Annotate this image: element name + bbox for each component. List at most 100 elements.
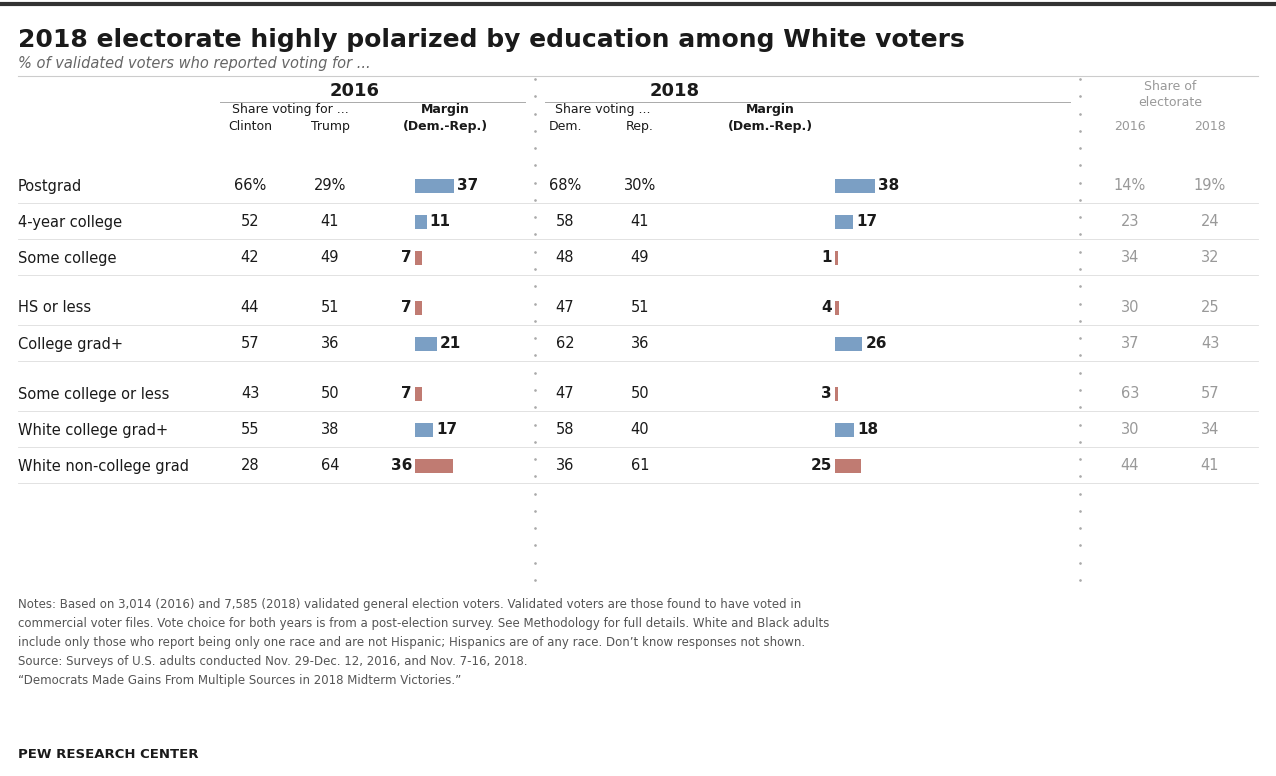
Text: Margin: Margin — [421, 103, 470, 116]
Text: 18: 18 — [857, 422, 878, 438]
Text: 25: 25 — [1201, 300, 1220, 316]
Text: 14%: 14% — [1114, 178, 1146, 193]
Text: 26: 26 — [865, 337, 887, 352]
Text: 23: 23 — [1120, 214, 1139, 230]
Text: 58: 58 — [556, 422, 574, 438]
Text: 38: 38 — [878, 178, 900, 193]
Text: 64: 64 — [320, 459, 339, 473]
Text: 7: 7 — [402, 300, 412, 316]
Text: 63: 63 — [1120, 386, 1139, 401]
Text: 49: 49 — [630, 251, 649, 265]
Bar — [835, 423, 854, 437]
Text: 7: 7 — [402, 386, 412, 401]
Text: 17: 17 — [436, 422, 457, 438]
Text: Some college: Some college — [18, 251, 116, 265]
Text: Clinton: Clinton — [228, 120, 272, 133]
Text: 41: 41 — [320, 214, 339, 230]
Text: 24: 24 — [1201, 214, 1220, 230]
Text: “Democrats Made Gains From Multiple Sources in 2018 Midterm Victories.”: “Democrats Made Gains From Multiple Sour… — [18, 674, 461, 687]
Text: 36: 36 — [390, 459, 412, 473]
Text: 47: 47 — [555, 300, 574, 316]
Text: 32: 32 — [1201, 251, 1220, 265]
Text: HS or less: HS or less — [18, 300, 91, 316]
Bar — [415, 423, 433, 437]
Text: 47: 47 — [555, 386, 574, 401]
Text: Rep.: Rep. — [627, 120, 653, 133]
Text: 41: 41 — [630, 214, 649, 230]
Text: 21: 21 — [440, 337, 462, 352]
Text: 51: 51 — [320, 300, 339, 316]
Text: 62: 62 — [555, 337, 574, 352]
Text: 43: 43 — [1201, 337, 1219, 352]
Text: 2018: 2018 — [1194, 120, 1226, 133]
Text: 44: 44 — [1120, 459, 1139, 473]
Bar — [415, 337, 438, 351]
Text: 3: 3 — [822, 386, 832, 401]
Text: 29%: 29% — [314, 178, 346, 193]
Text: 11: 11 — [430, 214, 450, 230]
Text: 44: 44 — [241, 300, 259, 316]
Bar — [415, 215, 426, 229]
Text: 2016: 2016 — [330, 82, 380, 100]
Text: Share voting for ...: Share voting for ... — [232, 103, 348, 116]
Text: 58: 58 — [556, 214, 574, 230]
Bar — [835, 387, 838, 401]
Bar — [835, 215, 852, 229]
Text: (Dem.-Rep.): (Dem.-Rep.) — [402, 120, 487, 133]
Text: Dem.: Dem. — [549, 120, 582, 133]
Bar — [835, 179, 875, 193]
Text: 30: 30 — [1120, 422, 1139, 438]
Text: 42: 42 — [241, 251, 259, 265]
Text: 38: 38 — [320, 422, 339, 438]
Text: Trump: Trump — [310, 120, 350, 133]
Bar — [415, 251, 422, 265]
Text: 17: 17 — [856, 214, 877, 230]
Bar — [835, 459, 861, 473]
Text: Share of
electorate: Share of electorate — [1138, 80, 1202, 109]
Text: 36: 36 — [320, 337, 339, 352]
Bar — [415, 387, 422, 401]
Bar — [415, 179, 454, 193]
Text: 50: 50 — [320, 386, 339, 401]
Text: % of validated voters who reported voting for ...: % of validated voters who reported votin… — [18, 56, 370, 71]
Bar — [835, 337, 863, 351]
Text: include only those who report being only one race and are not Hispanic; Hispanic: include only those who report being only… — [18, 636, 805, 649]
Text: 41: 41 — [1201, 459, 1220, 473]
Text: 7: 7 — [402, 251, 412, 265]
Text: Some college or less: Some college or less — [18, 386, 170, 401]
Text: 40: 40 — [630, 422, 649, 438]
Text: 2016: 2016 — [1114, 120, 1146, 133]
Text: 48: 48 — [556, 251, 574, 265]
Text: White non-college grad: White non-college grad — [18, 459, 189, 473]
Text: 25: 25 — [810, 459, 832, 473]
Text: 2018: 2018 — [649, 82, 701, 100]
Text: Postgrad: Postgrad — [18, 178, 82, 193]
Text: College grad+: College grad+ — [18, 337, 122, 352]
Text: 66%: 66% — [234, 178, 267, 193]
Text: 34: 34 — [1201, 422, 1219, 438]
Text: (Dem.-Rep.): (Dem.-Rep.) — [727, 120, 813, 133]
Text: 19%: 19% — [1194, 178, 1226, 193]
Text: 4-year college: 4-year college — [18, 214, 122, 230]
Text: 43: 43 — [241, 386, 259, 401]
Text: 68%: 68% — [549, 178, 581, 193]
Text: Share voting ...: Share voting ... — [555, 103, 651, 116]
Text: 51: 51 — [630, 300, 649, 316]
Text: 1: 1 — [822, 251, 832, 265]
Text: 28: 28 — [241, 459, 259, 473]
Text: 30%: 30% — [624, 178, 656, 193]
Text: Notes: Based on 3,014 (2016) and 7,585 (2018) validated general election voters.: Notes: Based on 3,014 (2016) and 7,585 (… — [18, 598, 801, 611]
Bar — [835, 251, 838, 265]
Text: 49: 49 — [320, 251, 339, 265]
Text: 61: 61 — [630, 459, 649, 473]
Text: 57: 57 — [1201, 386, 1220, 401]
Text: 37: 37 — [457, 178, 478, 193]
Text: 34: 34 — [1120, 251, 1139, 265]
Text: Source: Surveys of U.S. adults conducted Nov. 29-Dec. 12, 2016, and Nov. 7-16, 2: Source: Surveys of U.S. adults conducted… — [18, 655, 527, 668]
Text: 36: 36 — [556, 459, 574, 473]
Bar — [835, 301, 840, 315]
Text: 52: 52 — [241, 214, 259, 230]
Text: 55: 55 — [241, 422, 259, 438]
Bar — [415, 301, 422, 315]
Text: 36: 36 — [630, 337, 649, 352]
